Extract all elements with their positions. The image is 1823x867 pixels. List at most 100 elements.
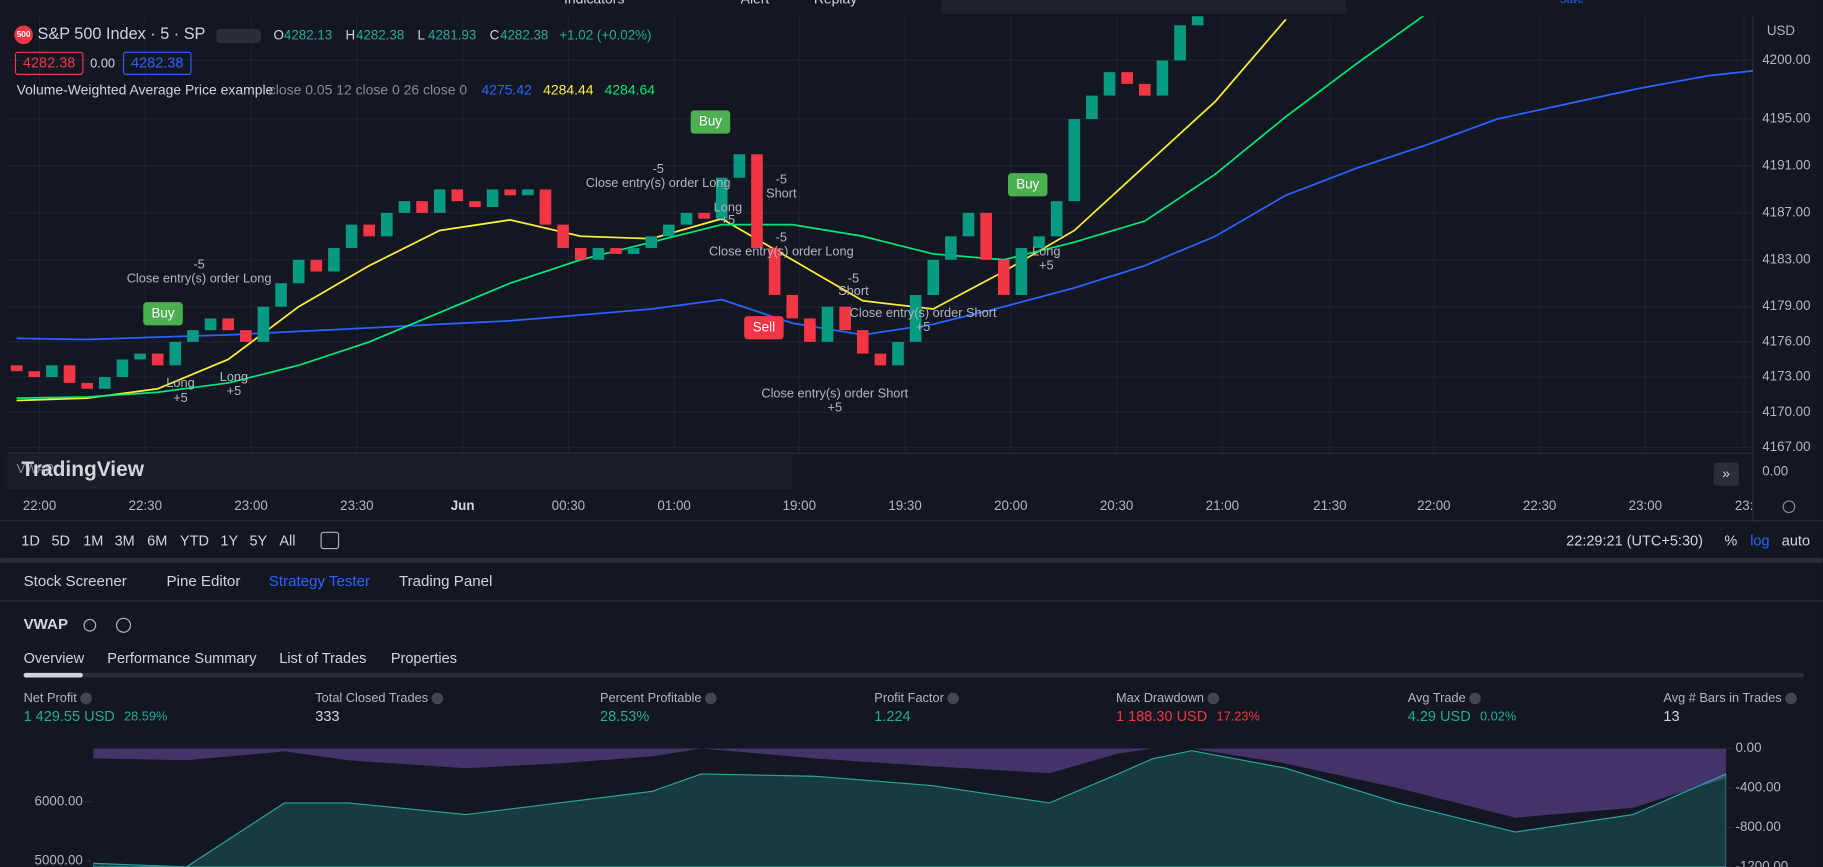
info-icon[interactable] (1785, 692, 1797, 705)
trade-label: +5 (1039, 258, 1054, 273)
trade-label: Long (1032, 244, 1060, 259)
range-button[interactable]: 5Y (249, 533, 267, 549)
symbol[interactable]: S&P 500 Index · 5 · SP (38, 25, 206, 43)
scale-option[interactable]: % (1724, 533, 1737, 549)
metric-value: 28.53% (600, 709, 649, 725)
price-axis: 4200.00 4195.00 4191.00 4187.00 4183.00 4179.… (1762, 52, 1810, 454)
metrics: Net Profit 1 429.55 USD 28.59% Total Closed… (24, 690, 1797, 725)
info-icon[interactable] (705, 692, 717, 705)
strategy-name[interactable]: VWAP (24, 616, 68, 633)
candle-body (539, 189, 552, 225)
drawing-toolbar[interactable] (941, 0, 1347, 14)
range-button[interactable]: 5D (51, 533, 70, 549)
range-button[interactable]: 6M (147, 533, 167, 549)
currency[interactable]: USD (1767, 23, 1796, 38)
metric-value: 333 (315, 709, 339, 725)
scroll-button[interactable] (1713, 462, 1739, 486)
candle-body (715, 177, 728, 219)
buy-button[interactable] (122, 51, 192, 75)
candle-body (821, 306, 834, 342)
indicator-line (16, 69, 1753, 341)
range-button[interactable]: 1D (21, 533, 40, 549)
candle-body (804, 318, 816, 342)
range-button[interactable]: 1Y (220, 533, 238, 549)
metric-label: Total Closed Trades (315, 690, 428, 705)
x-tick-label: 20:30 (1100, 498, 1133, 513)
subtab[interactable]: Properties (391, 651, 457, 667)
scale-option[interactable]: log (1750, 533, 1769, 549)
panel-tab[interactable]: Trading Panel (399, 573, 492, 590)
toolbar-button[interactable]: Alert (741, 0, 770, 7)
x-tick-label: 22:00 (23, 498, 56, 513)
buy-price[interactable]: 4282.38 (131, 56, 183, 72)
x-tick-label: 21:00 (1206, 498, 1239, 513)
info-icon[interactable] (80, 692, 92, 705)
alert-icon[interactable] (115, 617, 132, 633)
bottom-panel (0, 560, 1823, 867)
toolbar-button[interactable]: Save (1560, 0, 1584, 6)
metric-label: Max Drawdown (1116, 690, 1204, 705)
panel-tab[interactable]: Pine Editor (167, 573, 241, 590)
sell-button[interactable] (14, 51, 84, 75)
scale-option[interactable]: auto (1782, 533, 1810, 549)
info-icon[interactable] (1469, 692, 1481, 705)
subtab[interactable]: Performance Summary (107, 651, 257, 667)
panel-tab[interactable]: Stock Screener (24, 573, 127, 590)
candle-body (10, 365, 23, 372)
trade-label: Long (714, 199, 742, 214)
settings-icon[interactable] (1782, 500, 1796, 514)
time-axis: 22:00 22:30 23:00 23:30 Jun 00:30 01:00 19:00 19… (23, 498, 1754, 513)
tab-track (23, 672, 1805, 678)
candle-body (1033, 236, 1045, 249)
candle-body (116, 359, 129, 378)
range-button[interactable]: YTD (180, 533, 209, 549)
subtab[interactable]: Overview (24, 651, 85, 667)
trade-label: -5 (652, 161, 663, 176)
settings-icon[interactable] (83, 618, 97, 632)
metric-value: 1 429.55 USD (24, 709, 115, 725)
trade-label: Close entry(s) order Long (586, 175, 731, 190)
candle-body (363, 224, 376, 237)
info-icon[interactable] (1207, 692, 1220, 705)
pane-value: 0.00 (1762, 463, 1788, 478)
info-icon[interactable] (947, 692, 959, 705)
ohlc-key: H (346, 28, 356, 43)
subtab[interactable]: List of Trades (279, 651, 366, 667)
candle-body (28, 371, 41, 378)
candle-body (416, 201, 428, 213)
range-button[interactable]: All (279, 533, 295, 549)
scroll-icon[interactable]: » (1722, 465, 1730, 481)
range-button[interactable]: 3M (115, 533, 135, 549)
y2-tick-label: -400.00 (1735, 780, 1780, 795)
calendar-icon[interactable] (320, 531, 340, 550)
toolbar-button[interactable]: Replay (814, 0, 857, 7)
y-tick-label: 4200.00 (1762, 52, 1810, 67)
trade-label: Close entry(s) order Long (127, 270, 272, 285)
ohlc-key: L (418, 28, 425, 43)
panel-tab[interactable]: Strategy Tester (269, 573, 370, 590)
ohlc-value: 4282.13 (284, 28, 332, 43)
trade-label: -5 (776, 230, 787, 245)
pane-label: VWAP (17, 461, 54, 476)
candle-body (398, 201, 411, 213)
candle-body (927, 259, 940, 295)
metric-percent: 17.23% (1217, 708, 1260, 723)
metric-label: Percent Profitable (600, 690, 701, 705)
indicator-name[interactable]: Volume-Weighted Average Price example (17, 81, 274, 97)
candle-body (1174, 25, 1186, 61)
signal-label: Buy (1016, 176, 1039, 191)
candle-body (1015, 248, 1028, 295)
range-button[interactable]: 1M (83, 533, 103, 549)
sell-price[interactable]: 4282.38 (23, 56, 75, 72)
candle-body (239, 330, 252, 342)
candle-body (63, 365, 76, 383)
strategy-subtabs: Overview Performance Summary List of Trade… (24, 651, 457, 667)
toolbar-button[interactable]: Indicators (564, 0, 624, 7)
info-icon[interactable] (431, 692, 444, 705)
ohlc: O 4282.13 H 4282.38 L 4281.93 C 4282.38 +1.02 (+… (273, 28, 651, 43)
range-bar: 1D 5D 1M 3M 6M YTD 1Y 5Y All 22:29:21 (UTC+5:30)%… (21, 531, 1810, 550)
candle-body (768, 248, 781, 295)
toggle[interactable] (216, 29, 261, 44)
trade-label: Close entry(s) order Short (850, 305, 997, 320)
